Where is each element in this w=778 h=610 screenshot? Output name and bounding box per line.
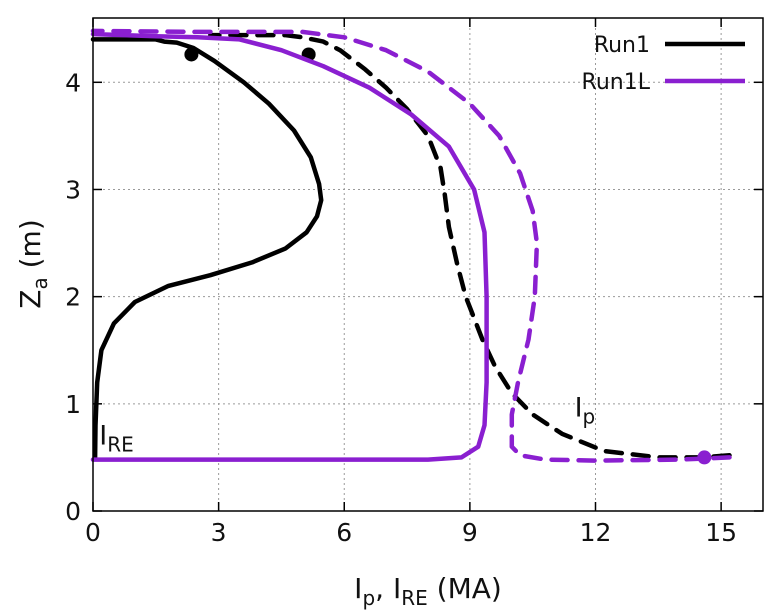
series-layer	[90, 28, 732, 465]
x-tick-label: 15	[705, 518, 737, 547]
y-axis-label-sub: a	[28, 277, 52, 289]
x-axis-label-sub1: p	[362, 586, 375, 610]
annotation-p: Ip	[575, 393, 596, 429]
legend: Run1 Run1L	[582, 33, 745, 95]
x-axis-label: Ip, IRE (MA)	[354, 572, 502, 610]
x-tick-label: 6	[336, 518, 352, 547]
series-run1l-i-re-line	[90, 31, 489, 462]
y-tick-label: 3	[65, 175, 81, 204]
series-marker	[184, 47, 199, 62]
y-tick-label: 0	[65, 497, 81, 526]
y-tick-label: 4	[65, 68, 81, 97]
annotation-main: I	[99, 421, 107, 452]
grid	[93, 18, 763, 511]
plot-area	[93, 18, 763, 511]
legend-label: Run1	[594, 33, 650, 58]
plot-frame	[92, 17, 764, 512]
x-axis-label-tail: (MA)	[428, 572, 502, 605]
x-tick-label: 0	[85, 518, 101, 547]
y-axis-label-tail: (m)	[14, 219, 47, 277]
annotation-sub: p	[583, 405, 596, 429]
x-tick-label: 3	[211, 518, 227, 547]
x-tick-label: 9	[462, 518, 478, 547]
series-marker	[697, 450, 712, 465]
x-tick-label: 12	[580, 518, 612, 547]
series-run1-i-re-line	[90, 37, 324, 460]
y-axis-label: Za (m)	[14, 219, 52, 308]
annotation-sub: RE	[107, 433, 134, 457]
x-axis-label-main: I	[354, 572, 362, 605]
annotation-main: I	[575, 393, 583, 424]
x-axis-label-sub2: RE	[401, 586, 428, 610]
legend-label: Run1L	[582, 70, 651, 95]
x-axis-label-mid: , I	[375, 572, 401, 605]
series-run1-i-p-line	[208, 32, 732, 460]
y-tick-label: 1	[65, 390, 81, 419]
y-tick-label: 2	[65, 283, 81, 312]
annotation-re: IRE	[99, 421, 134, 457]
y-axis-label-main: Z	[14, 290, 47, 309]
series-run1l-i-p-line	[90, 28, 732, 463]
